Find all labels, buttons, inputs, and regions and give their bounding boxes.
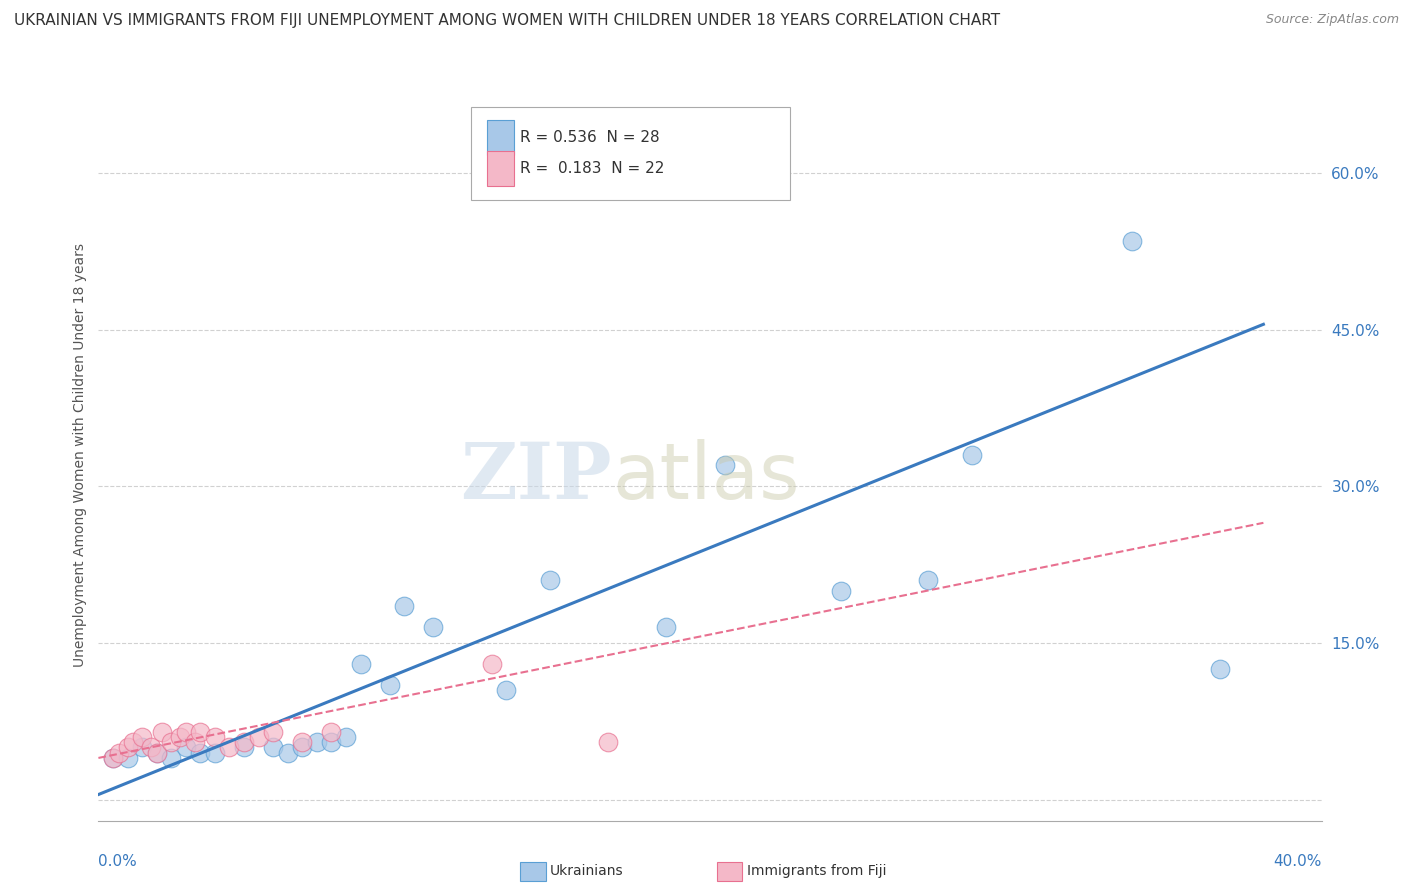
Text: Source: ZipAtlas.com: Source: ZipAtlas.com <box>1265 13 1399 27</box>
Point <box>131 730 153 744</box>
Text: Ukrainians: Ukrainians <box>550 864 623 879</box>
Point <box>262 740 284 755</box>
Point <box>830 583 852 598</box>
Point <box>108 746 131 760</box>
Text: ZIP: ZIP <box>461 439 612 515</box>
Point <box>169 730 191 744</box>
Point <box>596 735 619 749</box>
Point <box>183 735 205 749</box>
Point <box>655 620 678 634</box>
Point <box>145 746 167 760</box>
Point <box>262 724 284 739</box>
Point <box>152 724 174 739</box>
Text: UKRAINIAN VS IMMIGRANTS FROM FIJI UNEMPLOYMENT AMONG WOMEN WITH CHILDREN UNDER 1: UKRAINIAN VS IMMIGRANTS FROM FIJI UNEMPL… <box>14 13 1000 29</box>
Point <box>321 724 343 739</box>
Point <box>481 657 503 671</box>
Point <box>188 746 212 760</box>
Text: R =  0.183  N = 22: R = 0.183 N = 22 <box>520 161 665 177</box>
Point <box>335 730 357 744</box>
Point <box>174 740 197 755</box>
Point <box>349 657 371 671</box>
Point <box>145 746 167 760</box>
Point <box>218 740 240 755</box>
Point <box>305 735 328 749</box>
Point <box>247 730 270 744</box>
Point <box>960 448 983 462</box>
Point <box>139 740 162 755</box>
Point <box>277 746 299 760</box>
Text: R = 0.536  N = 28: R = 0.536 N = 28 <box>520 130 659 145</box>
Point <box>174 724 197 739</box>
Point <box>117 740 139 755</box>
Point <box>713 458 735 473</box>
Point <box>101 751 124 765</box>
Point <box>422 620 444 634</box>
Point <box>1208 662 1232 676</box>
Point <box>1121 234 1143 248</box>
Point <box>378 678 401 692</box>
Text: atlas: atlas <box>612 439 800 515</box>
Point <box>122 735 145 749</box>
Point <box>917 574 939 588</box>
Point <box>101 751 124 765</box>
Point <box>321 735 343 749</box>
Text: 0.0%: 0.0% <box>98 854 138 869</box>
Point <box>495 683 517 698</box>
Point <box>233 735 256 749</box>
Point <box>160 735 183 749</box>
Point <box>204 746 226 760</box>
Point <box>131 740 153 755</box>
Y-axis label: Unemployment Among Women with Children Under 18 years: Unemployment Among Women with Children U… <box>73 243 87 667</box>
Point <box>392 599 416 614</box>
Point <box>188 724 212 739</box>
Text: 40.0%: 40.0% <box>1274 854 1322 869</box>
Point <box>117 751 139 765</box>
Point <box>233 740 256 755</box>
Text: Immigrants from Fiji: Immigrants from Fiji <box>747 864 886 879</box>
Point <box>160 751 183 765</box>
Point <box>204 730 226 744</box>
Point <box>538 574 561 588</box>
Point <box>291 735 314 749</box>
Point <box>291 740 314 755</box>
